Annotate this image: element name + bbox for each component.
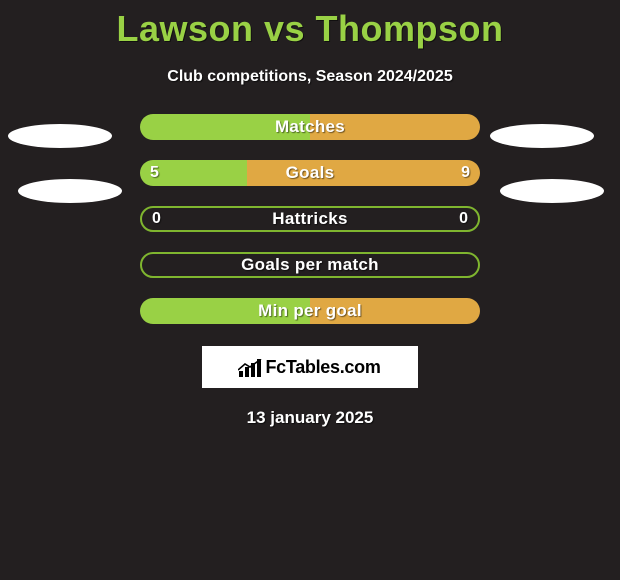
row-label: Matches	[140, 114, 480, 140]
comparison-row: 00Hattricks	[140, 206, 480, 232]
row-label: Goals per match	[142, 254, 478, 276]
logo-text: FcTables.com	[265, 357, 380, 378]
comparison-rows: Matches 59Goals 00Hattricks Goals per match…	[140, 114, 480, 324]
comparison-row: 59Goals	[140, 160, 480, 186]
decorative-ellipse	[18, 179, 122, 203]
chart-icon	[239, 357, 261, 377]
decorative-ellipse	[8, 124, 112, 148]
page-subtitle: Club competitions, Season 2024/2025	[0, 68, 620, 86]
row-label: Goals	[140, 160, 480, 186]
comparison-row: Min per goal	[140, 298, 480, 324]
chart-icon-bar	[239, 371, 243, 377]
logo-box: FcTables.com	[202, 346, 418, 388]
page-title: Lawson vs Thompson	[0, 0, 620, 50]
row-label: Min per goal	[140, 298, 480, 324]
decorative-ellipse	[490, 124, 594, 148]
comparison-row: Goals per match	[140, 252, 480, 278]
row-label: Hattricks	[142, 208, 478, 230]
chart-icon-line	[238, 359, 262, 371]
comparison-row: Matches	[140, 114, 480, 140]
decorative-ellipse	[500, 179, 604, 203]
date-label: 13 january 2025	[0, 408, 620, 428]
